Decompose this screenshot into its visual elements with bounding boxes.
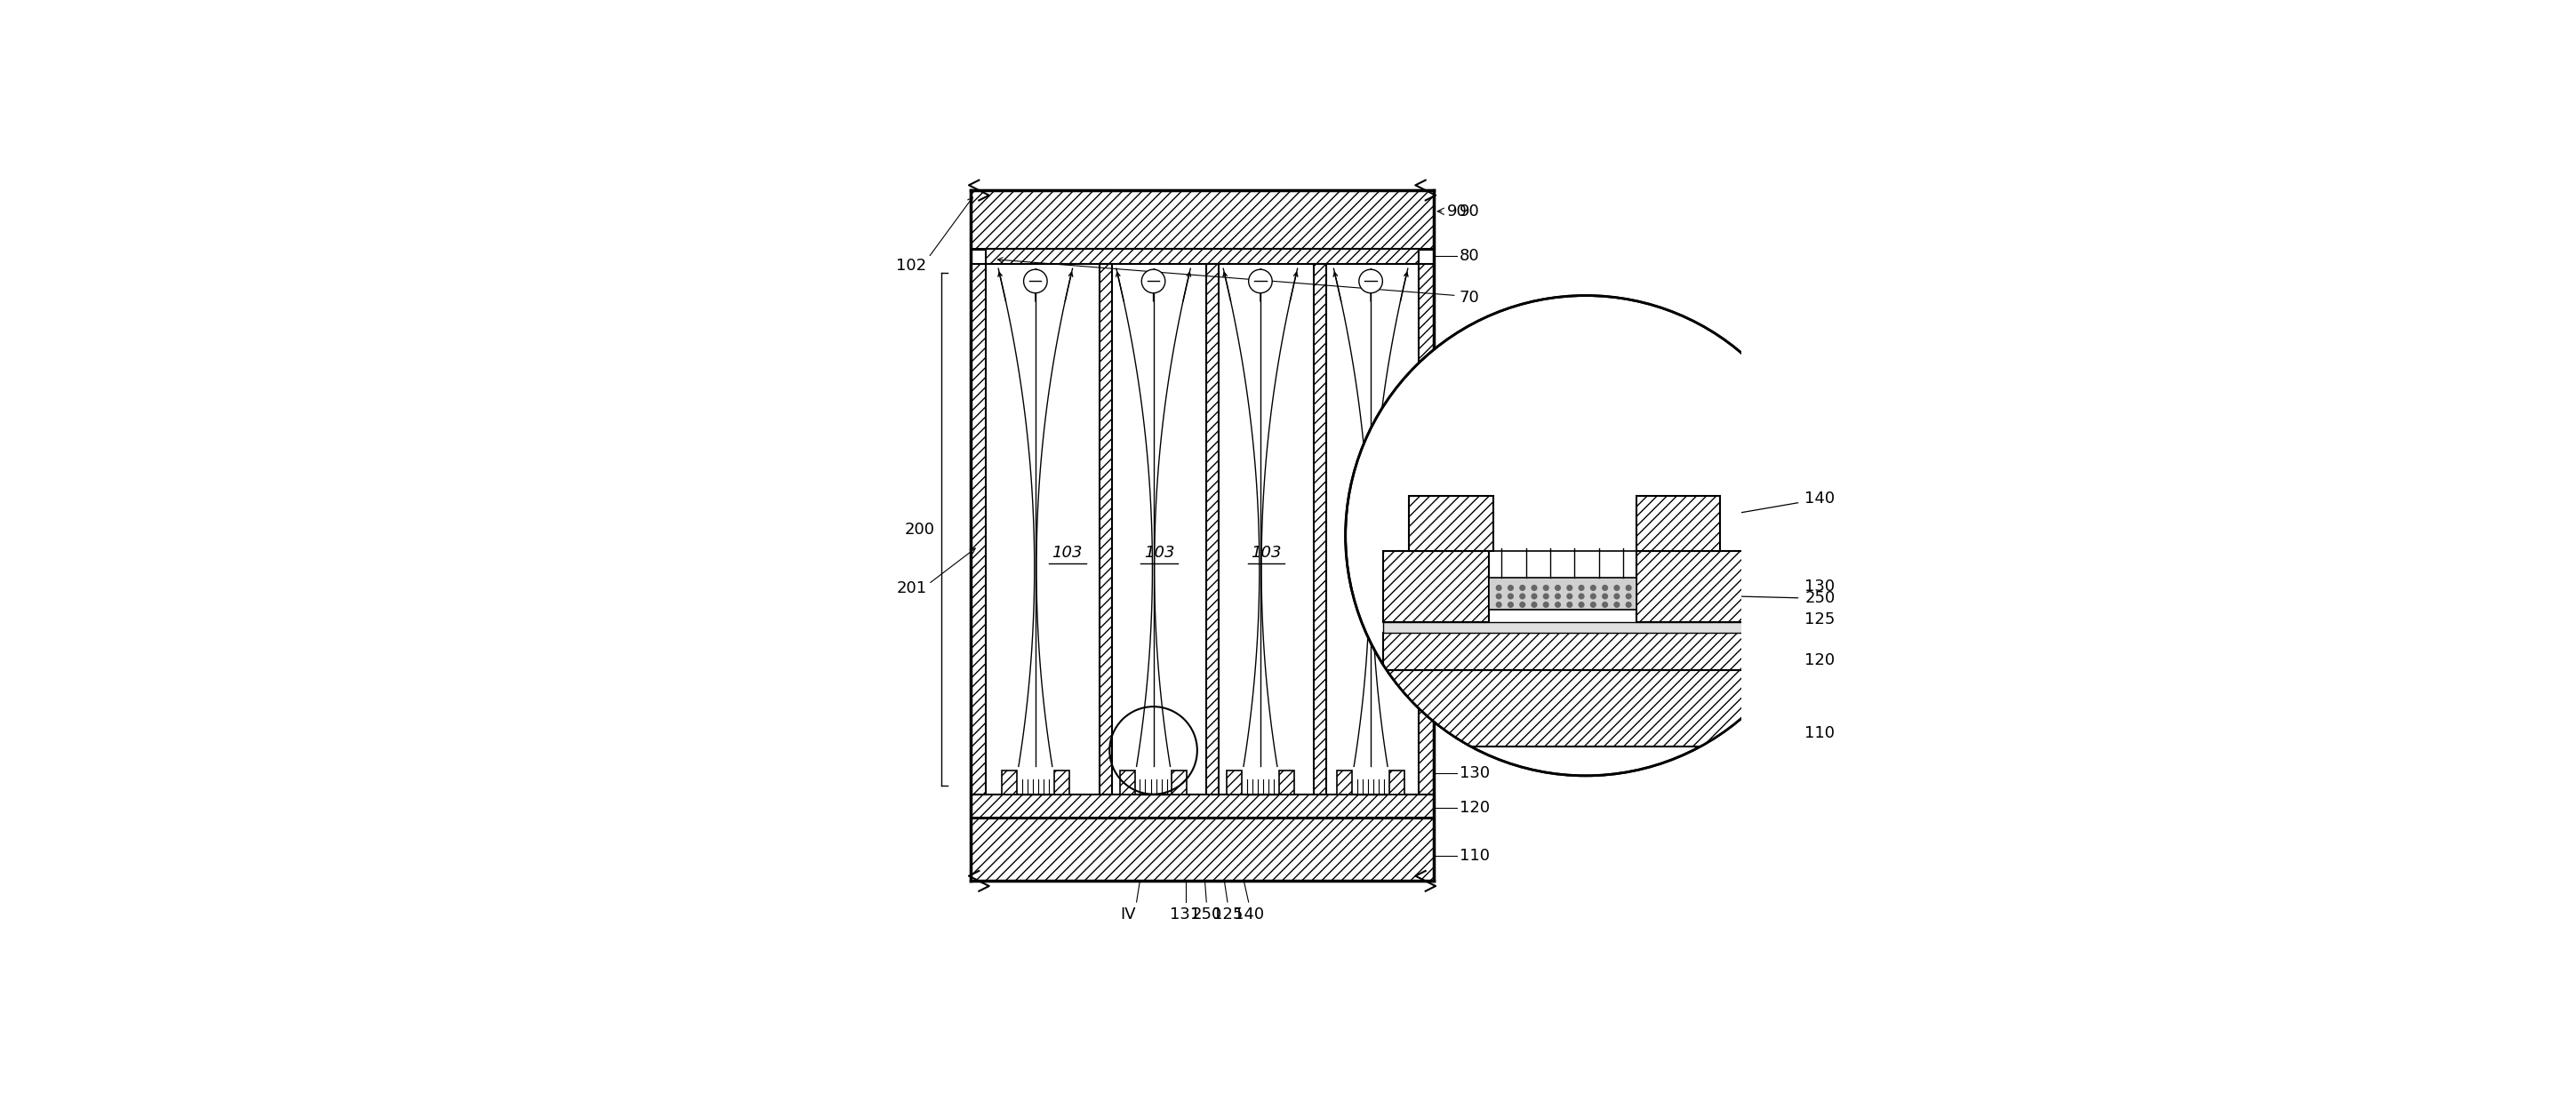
Circle shape (1497, 585, 1502, 591)
Circle shape (1602, 585, 1607, 591)
Circle shape (1556, 594, 1561, 598)
Circle shape (1566, 585, 1571, 591)
Bar (971, 265, 987, 794)
Text: 80: 80 (1458, 248, 1479, 264)
Circle shape (1602, 602, 1607, 607)
Bar (1489, 578, 1636, 609)
Text: 130: 130 (1458, 765, 1489, 781)
Bar (1278, 770, 1293, 794)
Text: 103: 103 (1144, 545, 1175, 560)
Text: 90: 90 (1458, 203, 1479, 219)
Circle shape (1625, 602, 1631, 607)
Circle shape (1497, 594, 1502, 598)
Text: 60: 60 (1458, 486, 1479, 501)
Bar (1226, 770, 1242, 794)
Text: 131: 131 (1170, 907, 1200, 922)
Text: 120: 120 (1806, 652, 1834, 667)
Circle shape (1533, 585, 1538, 591)
Bar (987, 249, 1419, 265)
Bar (987, 265, 1419, 794)
Bar (971, 794, 1435, 818)
Text: 125: 125 (1213, 907, 1242, 922)
Text: 70: 70 (1458, 290, 1479, 306)
Text: 103: 103 (1051, 545, 1082, 560)
Text: 130: 130 (1806, 579, 1834, 594)
Bar (1636, 550, 1788, 622)
Bar (1100, 265, 1113, 794)
Circle shape (1520, 602, 1525, 607)
Bar (1206, 265, 1218, 794)
Bar (1054, 770, 1069, 794)
Circle shape (1543, 585, 1548, 591)
Text: 90: 90 (1437, 203, 1466, 219)
Text: 200: 200 (904, 522, 935, 537)
Bar (1172, 770, 1188, 794)
Bar (1314, 265, 1327, 794)
Text: 103: 103 (1252, 545, 1283, 560)
Circle shape (1589, 594, 1595, 598)
Circle shape (1556, 585, 1561, 591)
Circle shape (1556, 602, 1561, 607)
Text: 201: 201 (896, 580, 927, 596)
Circle shape (1249, 269, 1273, 293)
Circle shape (1579, 594, 1584, 598)
Bar (1383, 622, 1788, 632)
Text: 250: 250 (1190, 907, 1221, 922)
Bar (1636, 496, 1721, 550)
Circle shape (1533, 602, 1538, 607)
Text: 140: 140 (1806, 490, 1834, 507)
Bar (1409, 496, 1494, 550)
Text: 110: 110 (1806, 725, 1834, 742)
Circle shape (1625, 594, 1631, 598)
Bar (1121, 770, 1136, 794)
Bar (1383, 632, 1788, 671)
Bar (1383, 550, 1489, 622)
Text: 140: 140 (1234, 907, 1265, 922)
Circle shape (1345, 295, 1826, 776)
Text: 110: 110 (1458, 848, 1489, 864)
Bar (971, 818, 1435, 881)
Circle shape (1615, 585, 1620, 591)
Circle shape (1520, 594, 1525, 598)
Bar (1388, 770, 1404, 794)
Bar (971, 190, 1435, 249)
Circle shape (1579, 585, 1584, 591)
Circle shape (1566, 602, 1571, 607)
Circle shape (1602, 594, 1607, 598)
Circle shape (1566, 594, 1571, 598)
Circle shape (1023, 269, 1048, 293)
Bar (1002, 770, 1018, 794)
Circle shape (1507, 594, 1512, 598)
Circle shape (1615, 594, 1620, 598)
Circle shape (1497, 602, 1502, 607)
Bar (1419, 265, 1435, 794)
Circle shape (1360, 269, 1383, 293)
Circle shape (1141, 269, 1164, 293)
Text: 102: 102 (896, 258, 927, 275)
Circle shape (1615, 602, 1620, 607)
Text: 120: 120 (1458, 800, 1489, 816)
Bar (1337, 770, 1352, 794)
Circle shape (1579, 602, 1584, 607)
Text: IV: IV (1121, 907, 1136, 922)
Circle shape (1543, 594, 1548, 598)
Circle shape (1507, 602, 1512, 607)
Bar (1383, 671, 1788, 746)
Text: 250: 250 (1806, 590, 1834, 606)
Circle shape (1520, 585, 1525, 591)
Text: 125: 125 (1806, 612, 1834, 627)
Circle shape (1589, 585, 1595, 591)
Circle shape (1507, 585, 1512, 591)
Text: 131: 131 (1556, 366, 1587, 383)
Circle shape (1533, 594, 1538, 598)
Circle shape (1543, 602, 1548, 607)
Circle shape (1589, 602, 1595, 607)
Circle shape (1625, 585, 1631, 591)
